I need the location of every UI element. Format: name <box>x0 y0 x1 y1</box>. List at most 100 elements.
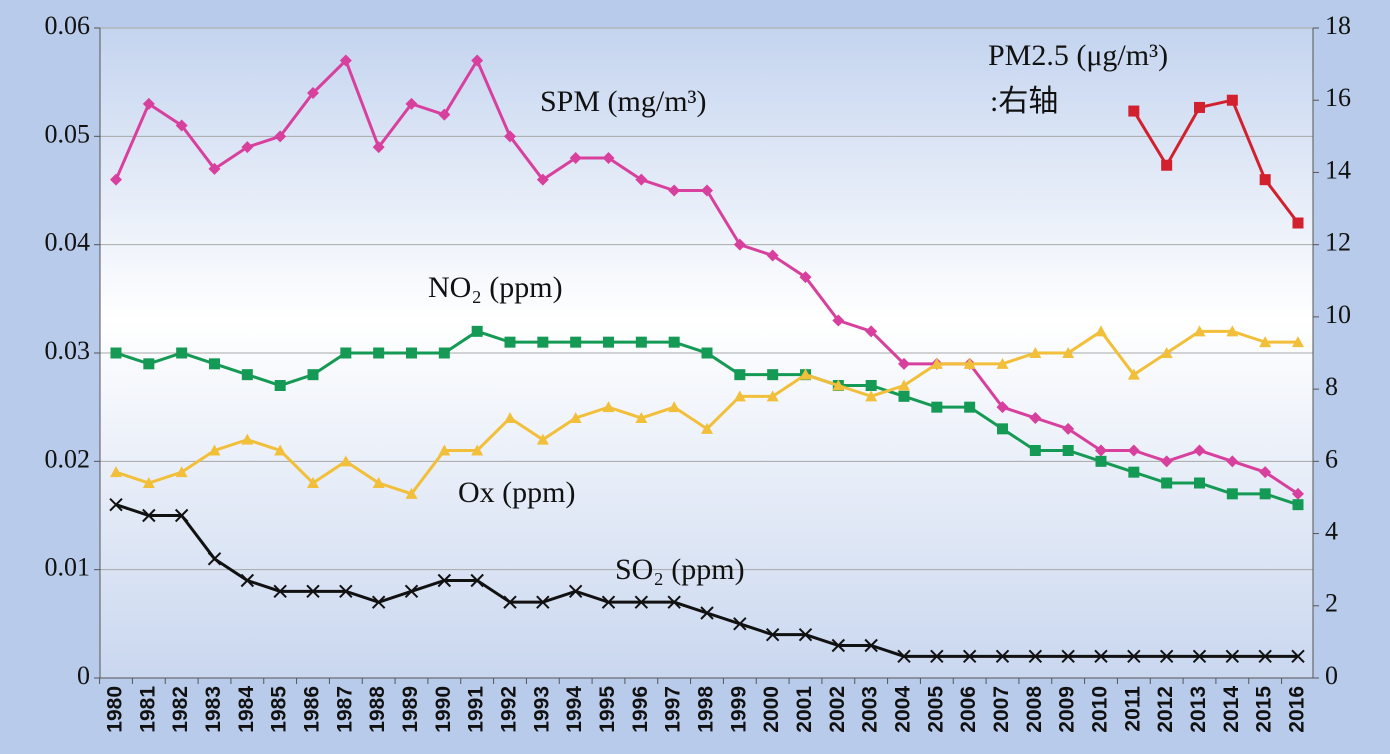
marker <box>1159 649 1174 664</box>
marker <box>1029 445 1041 456</box>
marker <box>568 584 583 599</box>
marker <box>898 390 910 402</box>
marker <box>240 573 255 588</box>
x-tick-label: 1981 <box>136 686 159 733</box>
marker <box>241 369 253 381</box>
y2-tick-label: 4 <box>1325 517 1338 546</box>
marker <box>110 347 122 359</box>
marker <box>668 184 681 197</box>
marker <box>1095 444 1107 457</box>
marker <box>1160 455 1173 468</box>
marker <box>700 606 714 620</box>
marker <box>1128 466 1140 478</box>
marker <box>734 369 746 381</box>
marker <box>767 369 779 381</box>
marker <box>207 552 222 566</box>
marker <box>864 638 878 653</box>
marker <box>471 54 484 67</box>
y-tick-label: 0.04 <box>45 228 91 257</box>
marker <box>1291 649 1305 664</box>
x-tick-label: 1988 <box>366 686 389 733</box>
y2-tick-label: 0 <box>1325 661 1338 690</box>
marker <box>898 379 910 391</box>
marker <box>733 238 746 251</box>
marker <box>701 184 713 197</box>
marker <box>1259 174 1271 186</box>
x-tick-label: 2003 <box>859 686 882 733</box>
x-tick-label: 2002 <box>826 686 849 733</box>
marker <box>1062 422 1075 435</box>
marker <box>241 141 254 154</box>
x-tick-label: 1984 <box>235 686 258 733</box>
marker <box>405 487 418 499</box>
marker <box>1226 94 1238 106</box>
marker <box>1128 105 1140 117</box>
x-tick-label: 1994 <box>563 686 586 733</box>
x-tick-label: 2015 <box>1253 686 1276 733</box>
marker <box>1127 649 1141 664</box>
x-tick-label: 1997 <box>662 686 685 733</box>
marker <box>174 508 189 523</box>
marker <box>1161 159 1173 171</box>
x-tick-label: 2000 <box>760 686 783 733</box>
marker <box>1226 325 1239 337</box>
marker <box>1292 217 1304 229</box>
marker <box>340 347 352 359</box>
marker <box>897 649 911 664</box>
marker <box>1292 336 1304 348</box>
marker <box>536 173 549 186</box>
y-tick-label: 0.05 <box>45 119 91 148</box>
marker <box>241 433 254 445</box>
marker <box>963 357 976 369</box>
marker <box>504 130 516 143</box>
marker <box>372 141 385 154</box>
y-tick-label: 0.03 <box>45 336 91 365</box>
marker <box>635 336 647 348</box>
x-tick-label: 2007 <box>990 686 1013 733</box>
marker <box>339 455 352 467</box>
y2-tick-label: 14 <box>1325 155 1351 184</box>
x-tick-label: 1987 <box>333 686 356 733</box>
y-tick-label: 0.01 <box>45 553 91 582</box>
marker <box>1225 649 1240 664</box>
x-tick-label: 1999 <box>727 686 750 733</box>
marker <box>371 595 386 609</box>
series-line <box>1132 98 1300 224</box>
marker <box>536 595 550 609</box>
marker <box>569 152 582 164</box>
marker <box>1292 499 1304 511</box>
marker <box>274 444 287 456</box>
marker <box>1094 649 1108 664</box>
marker <box>208 162 221 175</box>
x-tick-label: 2012 <box>1154 686 1177 733</box>
x-tick-label: 1998 <box>695 686 718 733</box>
marker <box>930 649 944 664</box>
marker <box>503 595 517 609</box>
marker <box>471 444 484 456</box>
x-tick-label: 1982 <box>169 686 192 733</box>
marker <box>603 336 614 348</box>
marker <box>1028 649 1043 664</box>
marker <box>274 130 287 143</box>
marker <box>1062 347 1075 358</box>
marker <box>1226 455 1239 468</box>
marker <box>898 357 910 370</box>
marker <box>962 649 977 664</box>
marker <box>1061 649 1075 664</box>
x-tick-label: 1991 <box>465 686 488 733</box>
marker <box>995 649 1010 664</box>
marker <box>634 595 649 609</box>
marker <box>273 584 287 599</box>
x-tick-label: 1990 <box>432 686 455 733</box>
marker <box>832 314 845 327</box>
marker <box>437 573 452 588</box>
marker <box>996 357 1009 369</box>
marker <box>668 336 680 348</box>
marker <box>701 422 713 434</box>
y2-tick-label: 8 <box>1325 372 1338 401</box>
marker <box>635 412 648 423</box>
marker <box>209 358 220 370</box>
marker <box>766 249 779 262</box>
marker <box>667 595 681 609</box>
marker <box>1192 649 1207 664</box>
